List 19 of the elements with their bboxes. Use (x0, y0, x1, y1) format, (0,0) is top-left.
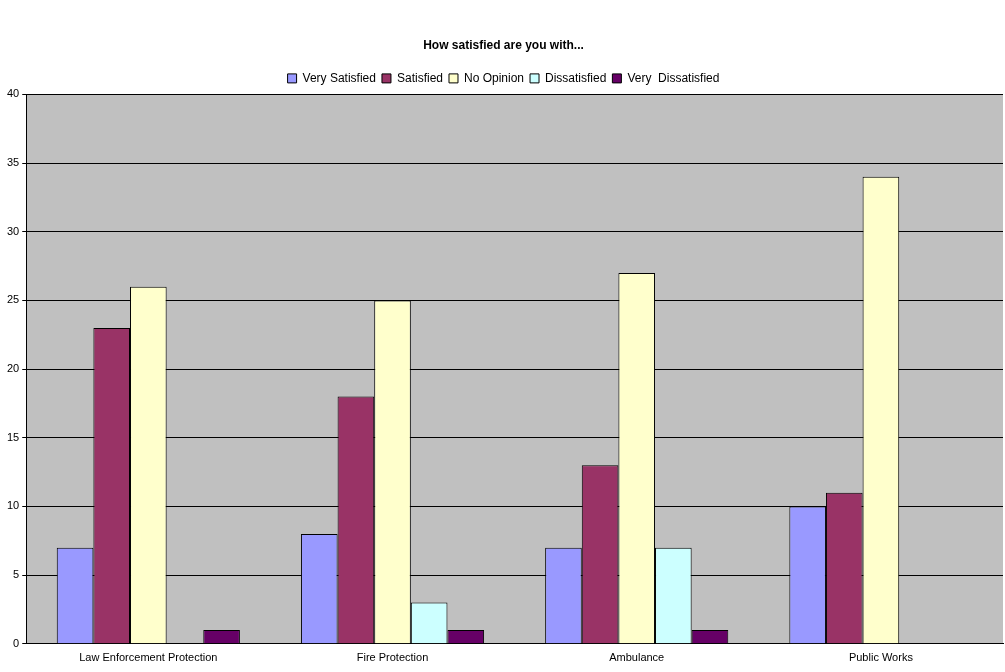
y-tick-label: 0 (13, 636, 20, 649)
x-tick-label: Ambulance (609, 651, 665, 664)
y-tick-label: 20 (6, 362, 20, 375)
y-tick-label: 5 (13, 568, 20, 581)
y-tick-label: 10 (6, 499, 20, 512)
legend-label: Satisfied (396, 70, 443, 85)
x-tick-label: Law Enforcement Protection (79, 651, 218, 664)
y-tick-label: 35 (6, 156, 20, 169)
legend-label: Very Satisfied (302, 70, 376, 85)
chart-title: How satisfied are you with... (423, 37, 584, 52)
y-tick-label: 40 (6, 87, 20, 100)
x-tick-label: Fire Protection (356, 651, 429, 664)
x-tick-label: Public Works (848, 651, 914, 664)
legend-label: Very Dissatisfied (627, 70, 720, 85)
y-tick-label: 25 (6, 293, 20, 306)
y-tick-label: 15 (6, 430, 20, 443)
legend-label: Dissatisfied (545, 70, 607, 85)
y-tick-label: 30 (6, 224, 20, 237)
legend-label: No Opinion (463, 70, 525, 85)
